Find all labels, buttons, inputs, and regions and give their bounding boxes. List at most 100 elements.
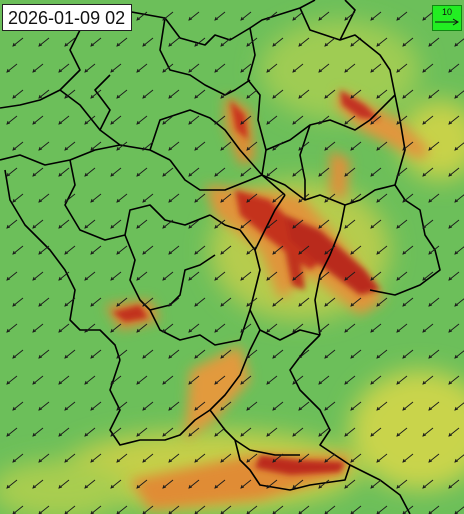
wind-arrow-head: [142, 458, 147, 463]
wind-arrow-head: [448, 224, 453, 229]
wind-arrow-head: [240, 328, 245, 333]
wind-arrow-head: [58, 432, 63, 437]
wind-arrow: [12, 245, 24, 255]
wind-arrow-head: [448, 120, 453, 125]
wind-arrow: [350, 37, 362, 47]
wind-arrow-head: [220, 198, 225, 203]
wind-arrow-head: [58, 380, 63, 385]
wind-arrow-head: [350, 250, 355, 255]
wind-arrow: [188, 375, 200, 385]
wind-arrow-head: [214, 432, 219, 437]
wind-arrow: [344, 167, 356, 177]
wind-arrow-head: [214, 120, 219, 125]
wind-arrow: [214, 115, 226, 125]
wind-arrow-head: [90, 198, 95, 203]
wind-arrow-head: [110, 432, 115, 437]
wind-arrow: [448, 219, 460, 229]
wind-arrow: [136, 63, 148, 73]
wind-arrow-head: [298, 94, 303, 99]
wind-arrow: [220, 141, 232, 151]
wind-arrow: [422, 115, 434, 125]
wind-arrow-head: [292, 16, 297, 21]
wind-arrow: [428, 141, 440, 151]
wind-arrow-head: [136, 172, 141, 177]
wind-arrow: [318, 11, 330, 21]
wind-arrow: [136, 115, 148, 125]
wind-arrow-head: [194, 198, 199, 203]
wind-arrow: [272, 193, 284, 203]
wind-arrow-head: [344, 16, 349, 21]
wind-arrow: [376, 401, 388, 411]
wind-arrow-head: [376, 250, 381, 255]
wind-arrow: [32, 115, 44, 125]
wind-arrow-head: [370, 120, 375, 125]
wind-arrow-head: [58, 484, 63, 489]
wind-arrow: [240, 219, 252, 229]
wind-arrow: [116, 297, 128, 307]
wind-arrow: [136, 167, 148, 177]
wind-arrow: [318, 63, 330, 73]
wind-arrow-head: [422, 276, 427, 281]
wind-arrow: [240, 323, 252, 333]
wind-arrow-head: [32, 380, 37, 385]
wind-arrow-head: [220, 42, 225, 47]
wind-arrow-head: [318, 432, 323, 437]
wind-arrow-head: [344, 432, 349, 437]
wind-arrow-head: [344, 484, 349, 489]
wind-arrow: [344, 219, 356, 229]
wind-arrow: [84, 479, 96, 489]
wind-arrow-head: [162, 16, 167, 21]
wind-arrow: [266, 479, 278, 489]
wind-arrow: [116, 37, 128, 47]
wind-arrow-head: [84, 328, 89, 333]
wind-arrow: [116, 141, 128, 151]
wind-arrow-head: [454, 302, 459, 307]
wind-arrow: [428, 505, 440, 514]
wind-arrow-head: [402, 510, 407, 514]
wind-arrow: [168, 141, 180, 151]
wind-arrow: [344, 479, 356, 489]
wind-arrow: [58, 427, 70, 437]
wind-arrow-head: [298, 406, 303, 411]
wind-arrow: [38, 89, 50, 99]
wind-arrow-head: [428, 250, 433, 255]
wind-arrow: [298, 297, 310, 307]
wind-arrow: [214, 323, 226, 333]
wind-arrow: [64, 37, 76, 47]
wind-arrow: [38, 245, 50, 255]
wind-arrow-head: [454, 146, 459, 151]
wind-arrow-head: [38, 42, 43, 47]
wind-arrow: [194, 89, 206, 99]
wind-arrow-head: [246, 458, 251, 463]
wind-arrow: [272, 245, 284, 255]
wind-arrow: [110, 479, 122, 489]
wind-arrow-head: [58, 224, 63, 229]
wind-arrow: [396, 11, 408, 21]
wind-arrow: [370, 375, 382, 385]
wind-arrow-head: [370, 16, 375, 21]
wind-arrow-head: [370, 328, 375, 333]
wind-arrow-head: [272, 510, 277, 514]
wind-arrow: [350, 297, 362, 307]
wind-arrow: [454, 506, 464, 514]
wind-arrow: [376, 89, 388, 99]
wind-arrow-head: [422, 224, 427, 229]
wind-arrow-head: [396, 224, 401, 229]
wind-arrow: [298, 141, 310, 151]
wind-arrow: [292, 115, 304, 125]
wind-arrow-head: [32, 328, 37, 333]
wind-arrow: [64, 193, 76, 203]
wind-arrow: [162, 115, 174, 125]
wind-arrow-head: [324, 42, 329, 47]
wind-arrow: [90, 37, 102, 47]
wind-arrow-head: [376, 406, 381, 411]
wind-arrow-head: [266, 276, 271, 281]
wind-arrow: [402, 453, 414, 463]
wind-arrow: [402, 401, 414, 411]
wind-arrow: [136, 323, 148, 333]
wind-arrow: [292, 479, 304, 489]
wind-arrow-head: [240, 380, 245, 385]
wind-arrow-head: [110, 380, 115, 385]
wind-arrow: [38, 453, 50, 463]
